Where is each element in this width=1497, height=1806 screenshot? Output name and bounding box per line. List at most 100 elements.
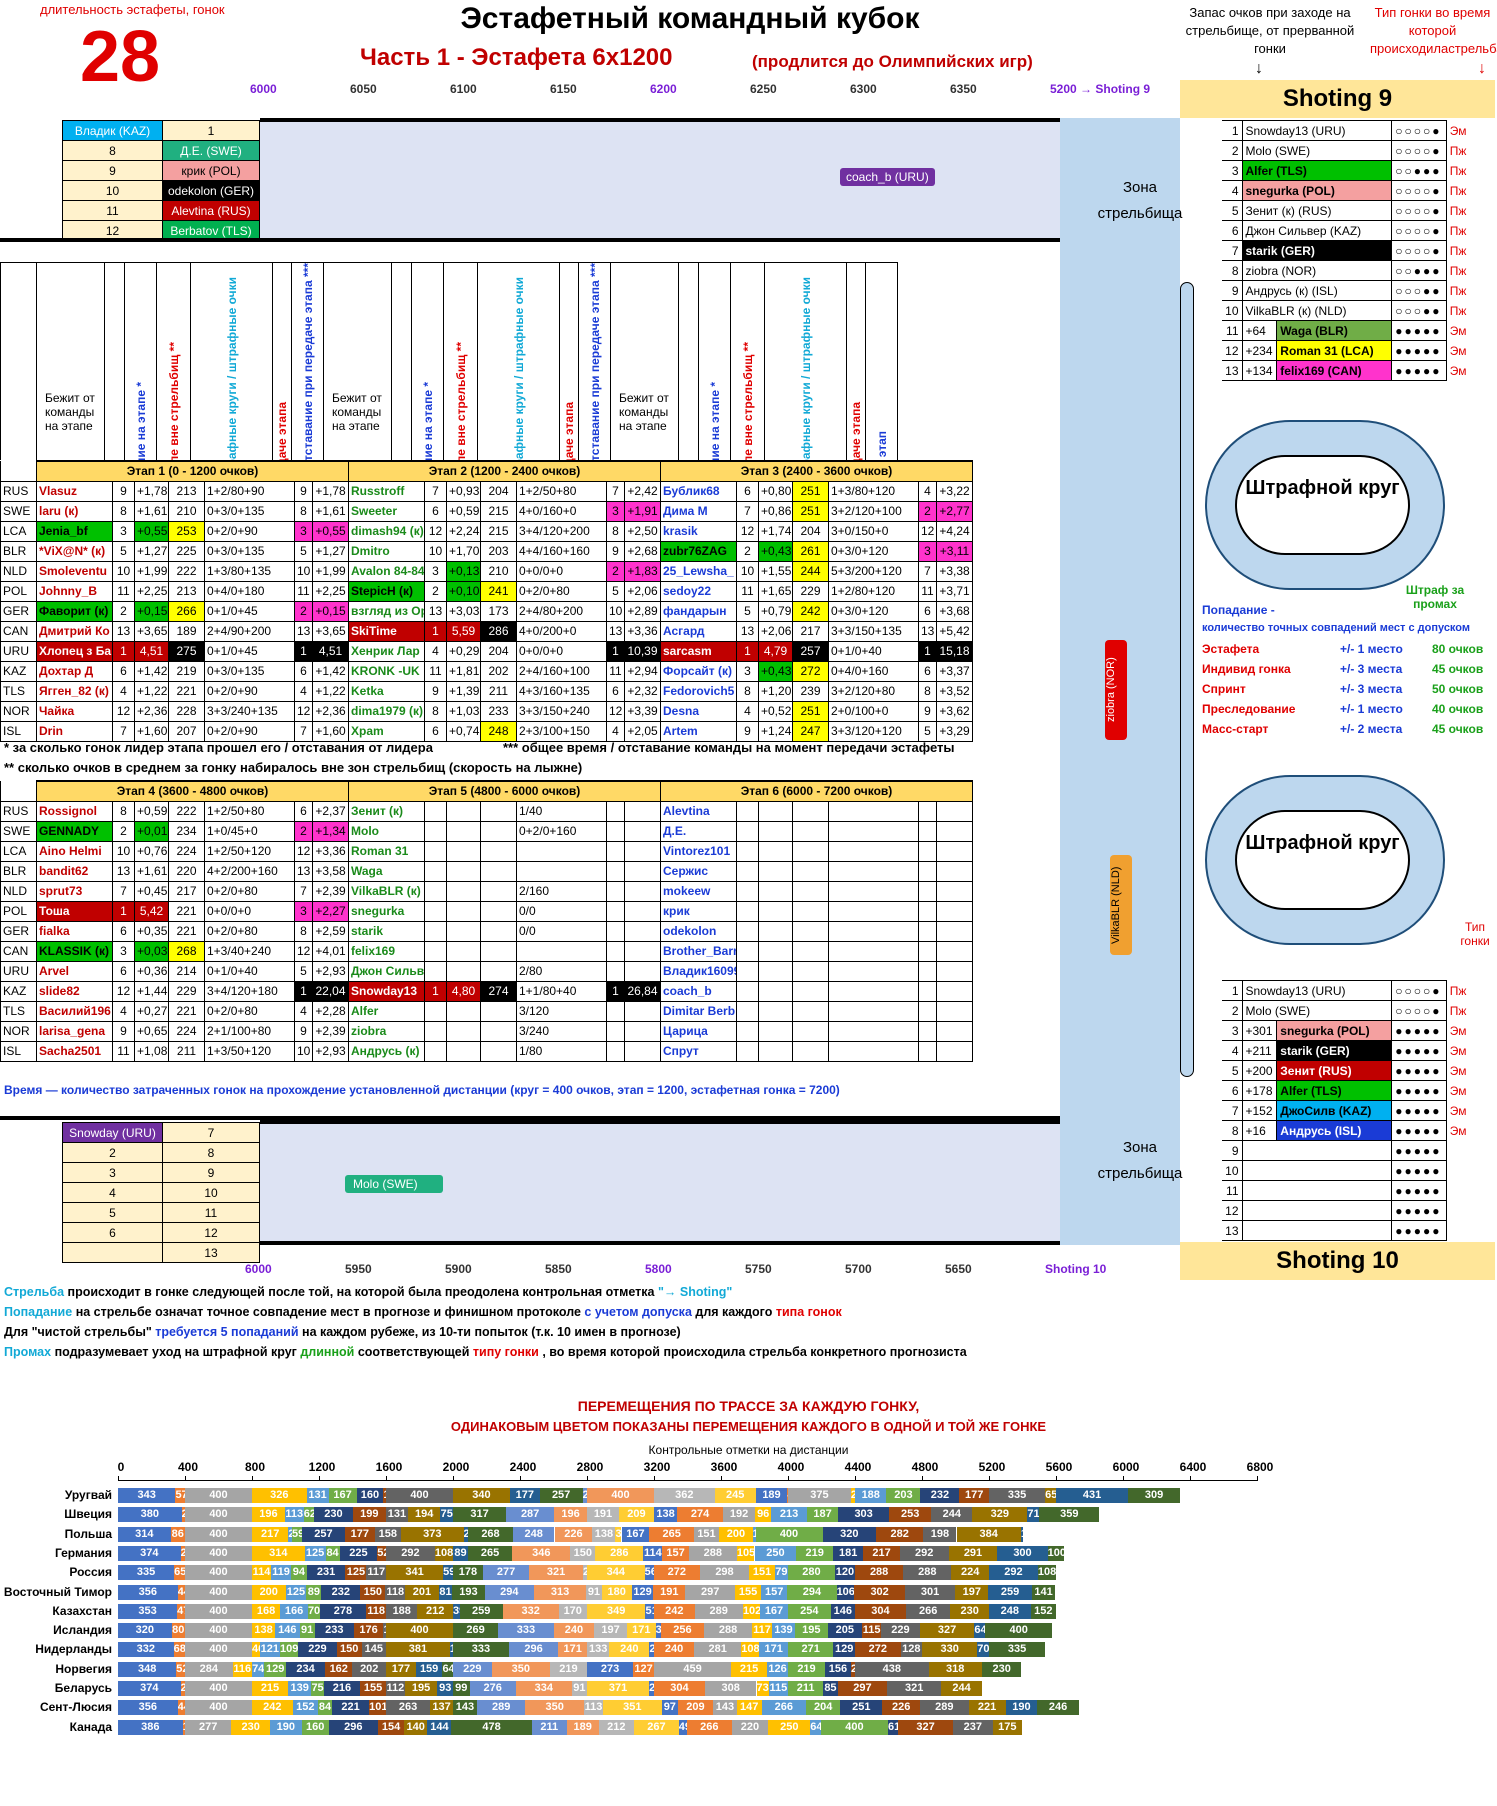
position-left[interactable]: 2 bbox=[62, 1142, 163, 1163]
runner-name[interactable]: Roman 31 bbox=[348, 840, 425, 862]
runner-name[interactable]: Владик16099 bbox=[660, 960, 737, 982]
shooting-name[interactable]: snegurka (POL) bbox=[1241, 180, 1393, 201]
runner-name[interactable]: Smoleventu bbox=[36, 560, 113, 582]
shooting-name[interactable] bbox=[1241, 1160, 1393, 1181]
position-name[interactable]: Alevtina (RUS) bbox=[162, 200, 260, 221]
runner-name[interactable]: взгляд из Ор bbox=[348, 600, 425, 622]
runner-name[interactable]: laru (к) bbox=[36, 500, 113, 522]
runner-name[interactable]: Artem bbox=[660, 720, 737, 742]
shooting-name[interactable]: Waga (BLR) bbox=[1276, 320, 1393, 341]
runner-name[interactable]: Alevtina bbox=[660, 800, 737, 822]
runner-name[interactable]: Спрут bbox=[660, 1040, 737, 1062]
runner-name[interactable]: Дохтар Д bbox=[36, 660, 113, 682]
shooting-name[interactable]: Джон Сильвер (KAZ) bbox=[1241, 220, 1393, 241]
shooting-name[interactable]: VilkaBLR (к) (NLD) bbox=[1241, 300, 1393, 321]
shooting-name[interactable]: snegurka (POL) bbox=[1276, 1020, 1393, 1041]
runner-name[interactable]: Сержис bbox=[660, 860, 737, 882]
runner-name[interactable]: Alfer bbox=[348, 1000, 425, 1022]
runner-name[interactable]: Тоша bbox=[36, 900, 113, 922]
runner-name[interactable]: starik bbox=[348, 920, 425, 942]
runner-name[interactable]: Дмитрий Ко bbox=[36, 620, 113, 642]
runner-name[interactable]: *ViX@N* (к) bbox=[36, 540, 113, 562]
runner-name[interactable]: Хенрик Лар bbox=[348, 640, 425, 662]
shooting-name[interactable]: ziobra (NOR) bbox=[1241, 260, 1393, 281]
runner-name[interactable]: Molo bbox=[348, 820, 425, 842]
runner-name[interactable]: Jenia_bf bbox=[36, 520, 113, 542]
runner-name[interactable]: Фаворит (к) bbox=[36, 600, 113, 622]
runner-name[interactable]: ziobra bbox=[348, 1020, 425, 1042]
runner-name[interactable]: Dimitar Berb bbox=[660, 1000, 737, 1022]
runner-name[interactable]: Vintorez101 bbox=[660, 840, 737, 862]
runner-name[interactable]: Fedorovich5 bbox=[660, 680, 737, 702]
runner-name[interactable]: GENNADY bbox=[36, 820, 113, 842]
runner-name[interactable]: Бублик68 bbox=[660, 480, 737, 502]
runner-name[interactable]: Brother_Barr bbox=[660, 940, 737, 962]
runner-name[interactable]: Хлопец з Ба bbox=[36, 640, 113, 662]
runner-name[interactable]: Андрусь (к) bbox=[348, 1040, 425, 1062]
runner-name[interactable]: felix169 bbox=[348, 940, 425, 962]
runner-name[interactable]: slide82 bbox=[36, 980, 113, 1002]
shooting-name[interactable]: Андрусь (ISL) bbox=[1276, 1120, 1393, 1141]
runner-name[interactable]: coach_b bbox=[660, 980, 737, 1002]
runner-name[interactable]: krasik bbox=[660, 520, 737, 542]
runner-name[interactable]: Асгард bbox=[660, 620, 737, 642]
runner-name[interactable]: Waga bbox=[348, 860, 425, 882]
runner-name[interactable]: Avalon 84-84 bbox=[348, 560, 425, 582]
shooting-name[interactable]: starik (GER) bbox=[1241, 240, 1393, 261]
shooting-name[interactable]: Alfer (TLS) bbox=[1241, 160, 1393, 181]
marker-coach[interactable]: coach_b (URU) bbox=[840, 168, 935, 186]
shooting-name[interactable] bbox=[1241, 1140, 1393, 1161]
position-name[interactable]: крик (POL) bbox=[162, 160, 260, 181]
position-left[interactable]: Snowday (URU) bbox=[62, 1122, 163, 1143]
position-left[interactable]: 3 bbox=[62, 1162, 163, 1183]
position-left[interactable] bbox=[62, 1242, 163, 1263]
runner-name[interactable]: Sacha2501 bbox=[36, 1040, 113, 1062]
position-left[interactable]: 6 bbox=[62, 1222, 163, 1243]
runner-name[interactable]: Arvel bbox=[36, 960, 113, 982]
runner-name[interactable]: larisa_gena bbox=[36, 1020, 113, 1042]
shooting-name[interactable]: ДжоСилв (KAZ) bbox=[1276, 1100, 1393, 1121]
shooting-name[interactable]: Molo (SWE) bbox=[1241, 140, 1393, 161]
position-name[interactable]: 1 bbox=[162, 120, 260, 141]
runner-name[interactable]: sarcasm bbox=[660, 640, 737, 662]
runner-name[interactable]: Desna bbox=[660, 700, 737, 722]
shooting-name[interactable]: Snowday13 (URU) bbox=[1241, 120, 1393, 141]
runner-name[interactable]: Джон Сильв bbox=[348, 960, 425, 982]
runner-name[interactable]: Форсайт (к) bbox=[660, 660, 737, 682]
runner-name[interactable]: SkiTime bbox=[348, 620, 425, 642]
runner-name[interactable]: фандарын bbox=[660, 600, 737, 622]
runner-name[interactable]: Дима М bbox=[660, 500, 737, 522]
runner-name[interactable]: Vlasuz bbox=[36, 480, 113, 502]
runner-name[interactable]: odekolon bbox=[660, 920, 737, 942]
runner-name[interactable]: KLASSIK (к) bbox=[36, 940, 113, 962]
position-left[interactable]: 5 bbox=[62, 1202, 163, 1223]
position-name[interactable]: odekolon (GER) bbox=[162, 180, 260, 201]
marker-vilka[interactable]: VilkaBLR (NLD) bbox=[1110, 855, 1132, 955]
shooting-name[interactable] bbox=[1241, 1220, 1393, 1241]
runner-name[interactable]: sprut73 bbox=[36, 880, 113, 902]
runner-name[interactable]: VilkaBLR (к) bbox=[348, 880, 425, 902]
runner-name[interactable]: Dmitro bbox=[348, 540, 425, 562]
runner-name[interactable]: Sweeter bbox=[348, 500, 425, 522]
runner-name[interactable]: mokeew bbox=[660, 880, 737, 902]
shooting-name[interactable]: Андрусь (к) (ISL) bbox=[1241, 280, 1393, 301]
shooting-name[interactable] bbox=[1241, 1180, 1393, 1201]
runner-name[interactable]: Ягген_82 (к) bbox=[36, 680, 113, 702]
shooting-name[interactable]: Зенит (RUS) bbox=[1276, 1060, 1393, 1081]
marker-molo[interactable]: Molo (SWE) bbox=[345, 1175, 443, 1193]
runner-name[interactable]: snegurka bbox=[348, 900, 425, 922]
runner-name[interactable]: Johnny_B bbox=[36, 580, 113, 602]
runner-name[interactable]: крик bbox=[660, 900, 737, 922]
shooting-name[interactable]: felix169 (CAN) bbox=[1276, 360, 1393, 381]
position-name[interactable]: Berbatov (TLS) bbox=[162, 220, 260, 241]
shooting-name[interactable]: Snowday13 (URU) bbox=[1241, 980, 1393, 1001]
position-left[interactable]: 4 bbox=[62, 1182, 163, 1203]
runner-name[interactable]: Храm bbox=[348, 720, 425, 742]
runner-name[interactable]: StepicH (к) bbox=[348, 580, 425, 602]
runner-name[interactable]: Ketka bbox=[348, 680, 425, 702]
runner-name[interactable]: Russtroff bbox=[348, 480, 425, 502]
runner-name[interactable]: sedoy22 bbox=[660, 580, 737, 602]
position-name[interactable]: Д.Е. (SWE) bbox=[162, 140, 260, 161]
shooting-name[interactable] bbox=[1241, 1200, 1393, 1221]
runner-name[interactable]: Rossignol bbox=[36, 800, 113, 822]
